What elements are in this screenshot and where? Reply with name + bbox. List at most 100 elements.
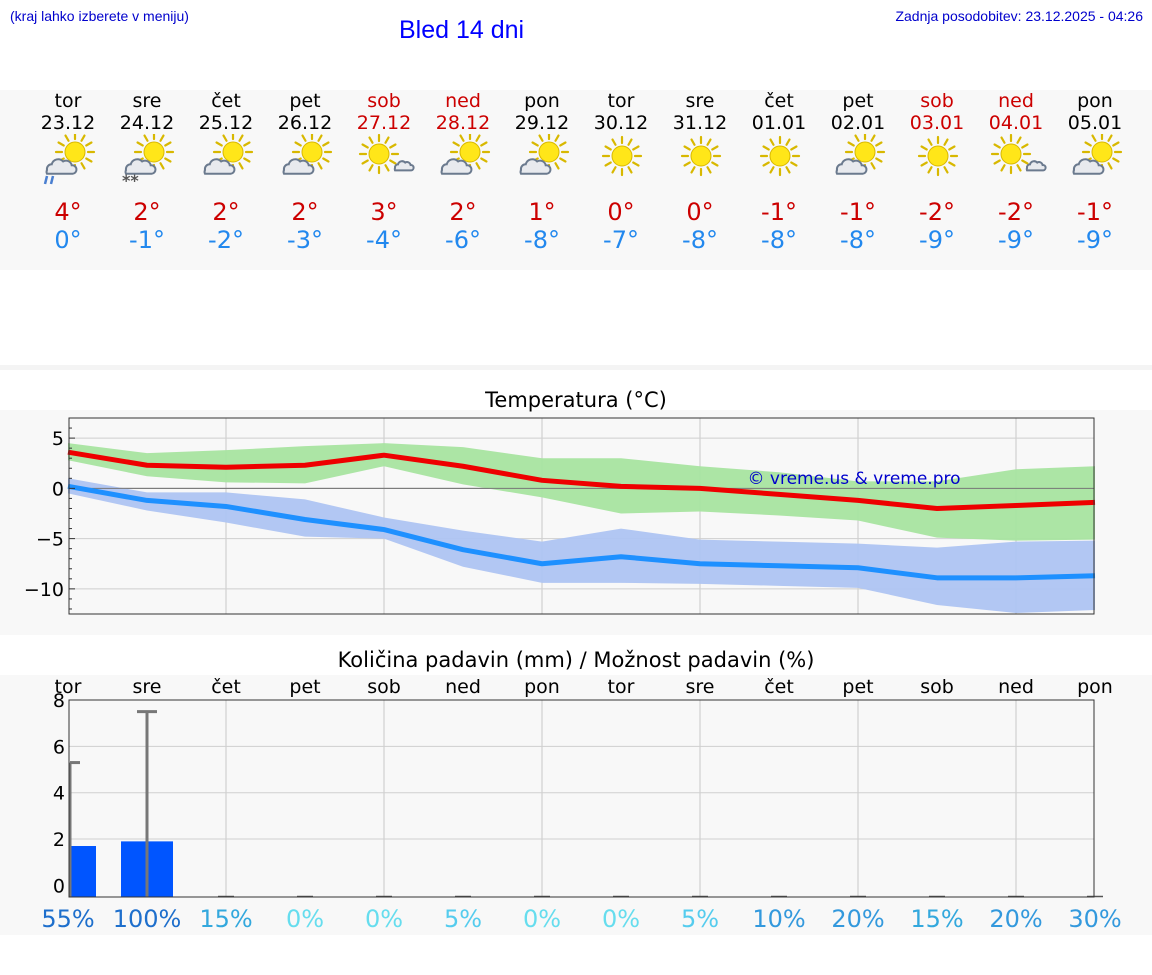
watermark: © vreme.us & vreme.pro xyxy=(747,469,960,489)
day-name: čet xyxy=(211,90,241,112)
day-date: 30.12 xyxy=(593,112,649,134)
day-name: pet xyxy=(842,90,874,112)
day-name: sre xyxy=(132,90,162,112)
y-tick-label: −5 xyxy=(36,529,64,551)
separator xyxy=(0,365,1152,370)
day-date: 24.12 xyxy=(119,112,175,134)
min-temperature: -9° xyxy=(919,226,955,254)
max-temperature: 2° xyxy=(449,198,477,226)
max-temperature: -1° xyxy=(1077,198,1113,226)
x-tick-label: sob xyxy=(920,676,954,698)
min-temperature: -7° xyxy=(603,226,639,254)
day-name: sob xyxy=(367,90,401,112)
min-temperature: -8° xyxy=(524,226,560,254)
min-range-band xyxy=(68,478,1095,613)
precip-probability-label: 100% xyxy=(113,905,182,933)
min-temperature: -2° xyxy=(208,226,244,254)
precip-probability-label: 5% xyxy=(681,905,719,933)
precip-probability-label: 5% xyxy=(444,905,482,933)
y-tick-label: 4 xyxy=(53,783,65,805)
day-name: čet xyxy=(764,90,794,112)
precip-probability-label: 15% xyxy=(910,905,963,933)
sunny-icon xyxy=(917,135,958,177)
x-tick-label: pon xyxy=(1077,676,1113,698)
plot-area xyxy=(69,700,1094,897)
max-temperature: 1° xyxy=(528,198,556,226)
precip-probability-label: 10% xyxy=(752,905,805,933)
y-tick-label: 0 xyxy=(52,478,64,500)
min-temperature: -8° xyxy=(682,226,718,254)
max-temperature: 2° xyxy=(212,198,240,226)
x-tick-label: čet xyxy=(764,676,794,698)
partly-cloudy-icon xyxy=(203,134,253,175)
day-date: 27.12 xyxy=(356,112,412,134)
max-temperature: 0° xyxy=(607,198,635,226)
x-tick-label: tor xyxy=(55,676,82,698)
temperature-chart-title: Temperatura (°C) xyxy=(485,388,667,412)
partly-cloudy-icon xyxy=(282,134,332,175)
day-date: 26.12 xyxy=(277,112,333,134)
max-temperature-line xyxy=(67,449,1096,511)
x-tick-label: tor xyxy=(608,676,635,698)
day-name: sob xyxy=(920,90,954,112)
day-date: 02.01 xyxy=(830,112,886,134)
x-tick-label: ned xyxy=(445,676,481,698)
x-tick-label: pon xyxy=(524,676,560,698)
axis-frame xyxy=(68,417,1095,615)
day-date: 23.12 xyxy=(40,112,96,134)
precip-probability-label: 0% xyxy=(365,905,403,933)
page-title: Bled 14 dni xyxy=(399,16,525,44)
max-temperature: 2° xyxy=(133,198,161,226)
forecast-band xyxy=(0,90,1152,270)
min-temperature: -6° xyxy=(445,226,481,254)
day-date: 05.01 xyxy=(1067,112,1123,134)
min-temperature: -9° xyxy=(1077,226,1113,254)
max-temperature: -2° xyxy=(919,198,955,226)
min-temperature-line xyxy=(67,483,1096,581)
max-temperature: 0° xyxy=(686,198,714,226)
precip-probability-label: 20% xyxy=(989,905,1042,933)
max-range-band xyxy=(68,443,1095,541)
forecast-strip: tor 23.12 4° 0° sre 24.12 2° -1° ** čet 25.12 2° -2°… xyxy=(0,90,1152,270)
precipitation-chart-title: Količina padavin (mm) / Možnost padavin … xyxy=(337,648,815,672)
day-name: tor xyxy=(54,90,82,112)
max-temperature: 3° xyxy=(370,198,398,226)
max-temperature: -1° xyxy=(761,198,797,226)
min-temperature: -4° xyxy=(366,226,402,254)
precip-probability-label: 15% xyxy=(199,905,252,933)
day-date: 29.12 xyxy=(514,112,570,134)
x-tick-label: čet xyxy=(211,676,241,698)
precipitation-chart: 8 6 4 2 0 tor sre čet pet sob ned pon tor sre čet pet so… xyxy=(41,676,1121,933)
y-tick-label: 8 xyxy=(53,690,65,712)
last-updated: Zadnja posodobitev: 23.12.2025 - 04:26 xyxy=(895,8,1143,24)
day-name: ned xyxy=(998,90,1034,112)
precip-probability-label: 0% xyxy=(286,905,324,933)
sunny-icon xyxy=(759,135,800,177)
x-tick-label: pet xyxy=(842,676,873,698)
min-temperature: -9° xyxy=(998,226,1034,254)
y-tick-label: 6 xyxy=(53,736,65,758)
partly-cloudy-icon xyxy=(519,134,569,175)
day-date: 04.01 xyxy=(988,112,1044,134)
day-name: pet xyxy=(289,90,321,112)
day-date: 01.01 xyxy=(751,112,807,134)
day-name: pon xyxy=(524,90,560,112)
sunny-icon xyxy=(601,135,642,177)
max-temperature: -2° xyxy=(998,198,1034,226)
x-tick-label: sob xyxy=(367,676,401,698)
min-temperature: -8° xyxy=(761,226,797,254)
day-date: 28.12 xyxy=(435,112,491,134)
y-tick-label: −10 xyxy=(24,579,64,601)
max-temperature: 2° xyxy=(291,198,319,226)
precip-probability-label: 20% xyxy=(831,905,884,933)
y-tick-label: 5 xyxy=(52,428,64,450)
day-date: 25.12 xyxy=(198,112,254,134)
day-name: sre xyxy=(685,90,715,112)
axis-frame xyxy=(68,699,1095,898)
day-name: pon xyxy=(1077,90,1113,112)
svg-text:**: ** xyxy=(122,171,139,190)
x-tick-label: ned xyxy=(998,676,1034,698)
partly-cloudy-rain-icon xyxy=(43,134,95,185)
precip-probability-label: 30% xyxy=(1068,905,1121,933)
precip-probability-label: 0% xyxy=(602,905,640,933)
